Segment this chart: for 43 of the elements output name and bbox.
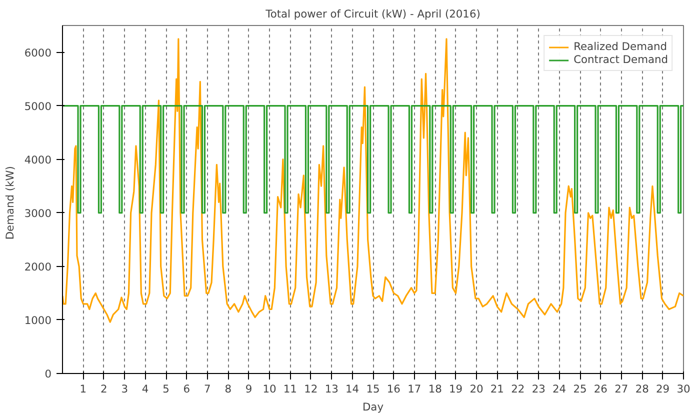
x-tick-label: 4 bbox=[142, 382, 149, 396]
x-tick-label: 20 bbox=[470, 382, 484, 396]
x-tick-label: 17 bbox=[408, 382, 422, 396]
x-tick-label: 18 bbox=[428, 382, 442, 396]
x-tick-label: 16 bbox=[386, 382, 401, 396]
x-tick-label: 8 bbox=[224, 382, 232, 396]
x-tick-label: 12 bbox=[304, 382, 318, 396]
x-tick-label: 23 bbox=[532, 382, 546, 396]
x-tick-label: 29 bbox=[656, 382, 670, 396]
x-tick-label: 13 bbox=[324, 382, 338, 396]
y-tick-label: 4000 bbox=[24, 153, 52, 166]
x-tick-label: 7 bbox=[204, 382, 211, 396]
y-tick-label: 1000 bbox=[24, 314, 52, 327]
x-tick-label: 22 bbox=[511, 382, 525, 396]
x-tick-label: 27 bbox=[614, 382, 628, 396]
y-tick-label: 3000 bbox=[24, 206, 52, 220]
y-tick-label: 5000 bbox=[24, 100, 52, 113]
x-tick-label: 5 bbox=[162, 382, 170, 396]
x-tick-label: 1 bbox=[80, 382, 87, 396]
x-tick-label: 11 bbox=[283, 382, 297, 396]
x-axis-title: Day bbox=[362, 400, 384, 414]
x-tick-label: 24 bbox=[552, 382, 566, 396]
y-tick-label: 2000 bbox=[24, 260, 52, 274]
y-tick-label: 6000 bbox=[24, 46, 52, 60]
line-series bbox=[62, 38, 684, 323]
legend-label: Realized Demand bbox=[574, 40, 668, 53]
y-tick-label: 0 bbox=[44, 368, 52, 380]
x-tick-label: 10 bbox=[262, 382, 276, 396]
x-tick-label: 2 bbox=[100, 382, 108, 396]
x-tick-label: 26 bbox=[594, 382, 608, 396]
x-tick-label: 3 bbox=[121, 382, 128, 396]
legend-label: Contract Demand bbox=[574, 53, 668, 66]
x-tick-label: 14 bbox=[346, 382, 360, 396]
x-tick-label: 15 bbox=[366, 382, 380, 396]
x-tick-label: 25 bbox=[573, 382, 587, 396]
x-tick-label: 30 bbox=[676, 382, 690, 396]
x-tick-label: 19 bbox=[449, 382, 463, 396]
x-tick-label: 21 bbox=[490, 382, 504, 396]
x-tick-label: 28 bbox=[635, 382, 650, 396]
x-tick-label: 9 bbox=[245, 382, 252, 396]
x-tick-label: 6 bbox=[183, 382, 190, 396]
y-axis-title: Demand (kW) bbox=[3, 166, 16, 240]
chart-title: Total power of Circuit (kW) - April (2016) bbox=[264, 8, 480, 20]
